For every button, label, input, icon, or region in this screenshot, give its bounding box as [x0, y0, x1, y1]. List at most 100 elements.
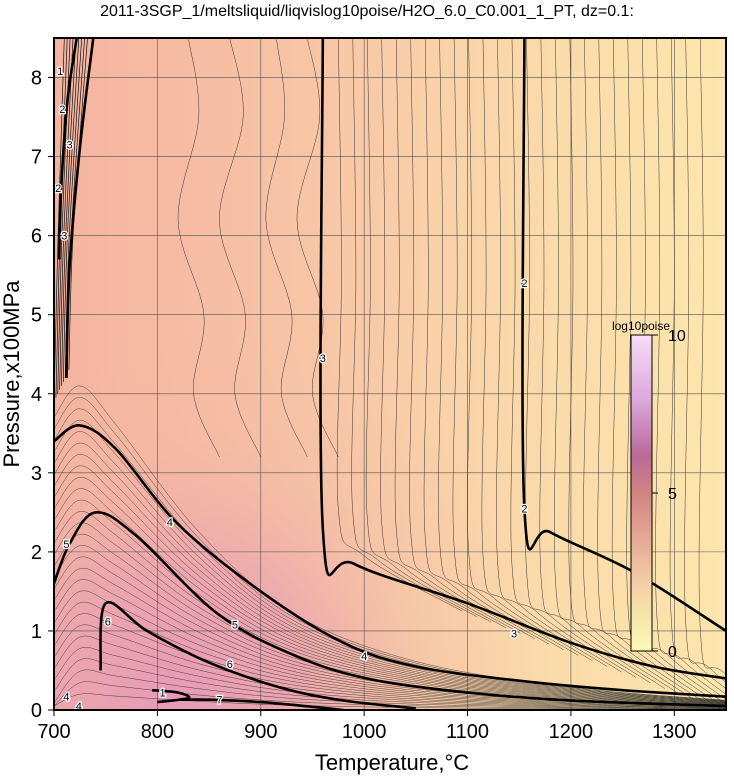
x-axis-ticks: 700 800 900 1000 1100 1200 1300 [37, 710, 697, 743]
minor-contour [568, 38, 695, 700]
x-tick-label: 1300 [652, 721, 697, 743]
minor-contour [219, 38, 262, 458]
contour-level-1 [152, 688, 191, 704]
contour-label: 3 [61, 231, 67, 243]
x-tick-label: 1200 [549, 721, 594, 743]
contour-level-5 [54, 511, 726, 708]
minor-contour [336, 38, 463, 612]
high-viscosity-field [54, 38, 726, 710]
x-tick-label: 900 [244, 721, 277, 743]
minor-contour [496, 38, 622, 673]
y-tick-label: 0 [31, 700, 42, 722]
minor-contour [54, 669, 726, 709]
contour-label: 6 [227, 659, 233, 671]
colorbar-tick-label: 10 [668, 328, 686, 345]
colorbar-title: log10poise [612, 319, 670, 333]
y-axis-label: Pressure,x100MPa [0, 280, 24, 468]
minor-contour [611, 38, 726, 709]
minor-contour [554, 38, 680, 695]
x-tick-label: 800 [141, 721, 174, 743]
y-tick-label: 3 [31, 463, 42, 485]
x-tick-label: 700 [37, 721, 70, 743]
minor-contour [54, 454, 726, 703]
contour-level-2 [57, 38, 78, 260]
contour-label: 4 [167, 517, 173, 529]
minor-contour [54, 408, 726, 702]
minor-contour [54, 488, 726, 704]
minor-contour [54, 624, 726, 708]
contour-label: 3 [320, 353, 326, 365]
minor-contour [394, 38, 521, 634]
colorbar-tick-label: 0 [668, 644, 677, 661]
minor-contour [54, 397, 726, 701]
minor-contour [57, 38, 71, 394]
y-tick-label: 2 [31, 542, 42, 564]
y-tick-label: 7 [31, 147, 42, 169]
contour-level-6 [99, 600, 416, 710]
minor-contour [54, 511, 726, 705]
y-tick-label: 6 [31, 226, 42, 248]
contour-label: 5 [232, 620, 238, 632]
contour-label: 3 [511, 628, 517, 640]
minor-contour [351, 38, 477, 617]
minor-contour [62, 38, 80, 382]
minor-contour [61, 38, 77, 386]
minor-contour [54, 499, 726, 704]
minor-contour [467, 38, 593, 662]
minor-contour [296, 38, 339, 458]
minor-contour [54, 476, 726, 704]
x-tick-label: 1100 [446, 721, 489, 743]
grid [54, 38, 726, 710]
minor-contour [265, 38, 308, 458]
contour-label: 1 [57, 66, 63, 78]
minor-contour [409, 38, 535, 639]
minor-contour [481, 38, 608, 667]
plot-frame [53, 37, 727, 711]
minor-contour [583, 38, 709, 706]
colorbar-tick-label: 5 [668, 486, 677, 503]
contour-level-7 [178, 698, 344, 710]
minor-contour [380, 38, 506, 628]
y-tick-label: 1 [31, 621, 42, 643]
minor-contour [423, 38, 550, 645]
y-tick-label: 8 [31, 68, 42, 90]
minor-contour [54, 545, 726, 706]
chart-title: 2011-3SGP_1/meltsliquid/liqvislog10poise… [100, 3, 634, 20]
contour-label: 7 [216, 695, 222, 707]
colorbar-ticks: 0 5 10 [652, 328, 686, 661]
contour-label: 1 [159, 688, 165, 700]
minor-contour [438, 38, 564, 651]
minor-contour [54, 442, 726, 703]
contour-label: 2 [521, 503, 527, 515]
minor-contour [54, 431, 726, 702]
minor-contour [698, 38, 726, 675]
minor-contour [54, 658, 726, 709]
minor-contour [626, 38, 726, 705]
contour-label: 2 [521, 278, 527, 290]
minor-contour [510, 38, 637, 678]
contour-label: 4 [63, 692, 69, 704]
minor-contour [54, 601, 726, 707]
x-axis-label: Temperature,°C [315, 750, 469, 775]
minor-contour [54, 533, 726, 705]
minor-contour [452, 38, 579, 656]
colorbar-gradient [630, 334, 653, 652]
minor-contour [655, 38, 726, 695]
contour-label: 5 [63, 539, 69, 551]
contour-label: 3 [66, 140, 72, 152]
y-tick-label: 4 [31, 384, 42, 406]
minor-contour [177, 38, 220, 458]
minor-contour [684, 38, 726, 683]
contour-level-4 [54, 424, 726, 698]
y-tick-label: 5 [31, 305, 42, 327]
minor-contour [54, 465, 726, 703]
minor-contour [54, 681, 726, 710]
contour-label: 2 [59, 104, 65, 116]
y-axis-ticks: 0 1 2 3 4 5 6 7 8 [31, 68, 54, 722]
contour-level-3 [319, 38, 726, 680]
x-tick-label: 1000 [342, 721, 387, 743]
minor-contour [54, 635, 726, 708]
